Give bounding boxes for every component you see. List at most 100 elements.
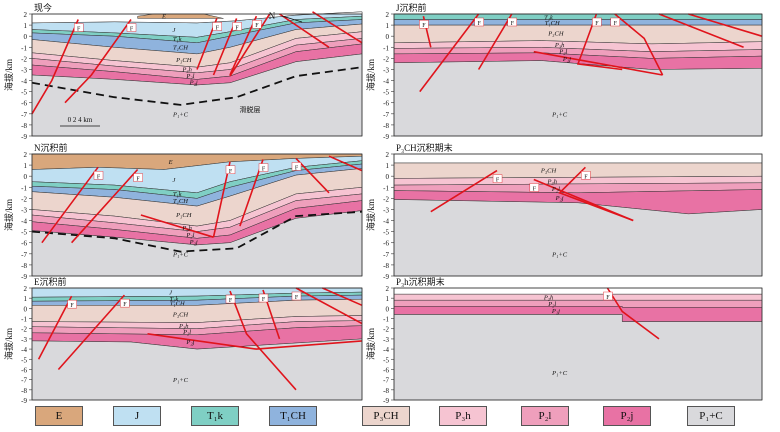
fault-label-box [474,17,484,27]
y-tick-label: -5 [383,89,389,97]
fault-label-box [603,291,613,301]
fault-line [57,294,125,371]
legend-item-label: P₂l [538,410,552,422]
y-tick-label: 2 [24,285,28,293]
fault-line [576,13,623,71]
fault-label-box [93,171,104,180]
fault-label: F [295,295,299,301]
fault-label-box [529,183,540,192]
y-tick-label: 2 [386,11,390,19]
y-tick-label: -5 [383,356,389,364]
fault-line [41,166,99,244]
y-tick-label: -5 [21,229,27,237]
fault-label-box [133,173,143,182]
panel-p6: F 2 1 0 -1 -2 -3 -4 -5 -6 -7 -8 -9 海拔/km P₃h沉积期末 P₃hP₂l… [365,276,763,405]
y-tick-label: -9 [21,397,27,405]
panel-title: J沉积前 [396,2,427,13]
north-arrow [281,15,303,23]
y-tick-label: 2 [386,151,390,159]
y-axis-label: 海拔/km [3,328,14,360]
y-tick-label: -2 [383,55,389,63]
sky [393,153,763,164]
fault-label-box [592,17,602,27]
panel-title: E沉积前 [34,276,67,287]
y-tick-label: -8 [21,387,27,395]
fault-label: F [77,27,81,33]
y-tick-label: -2 [383,195,389,203]
fault-line [658,13,744,49]
fault-label: F [262,297,266,303]
y-tick-label: -5 [383,229,389,237]
fault-label-box [252,20,262,29]
fault-line [71,168,139,244]
layer-label: P₁+C [172,251,189,258]
y-tick-label: 0 [24,305,28,313]
fault-line [533,50,663,76]
layer-label: T₁CH [545,20,560,27]
legend-item: P₃h [439,406,487,426]
y-tick-label: -1 [383,184,389,192]
panel-frame [31,153,363,277]
layer-label: P₃CH [172,311,189,318]
layer-label: P₂j [551,308,560,315]
fault-label: F [614,21,618,27]
fault-line [229,290,297,391]
fault-label: F [229,298,233,304]
fault-label: F [235,25,239,31]
fault-label-box [291,162,302,171]
layer-P₁+C [393,314,763,401]
fault-label: F [216,25,220,31]
y-tick-label: 1 [24,22,28,30]
y-tick-label: -3 [21,206,27,214]
panel-frame [31,287,363,401]
layer-label: J [169,290,173,297]
layer-label: P₂j [189,79,198,86]
y-tick-label: 2 [24,11,28,19]
layer-T₁k [393,13,763,20]
panel-frame [393,13,763,137]
fault-label-box [610,17,620,27]
fault-line [688,13,763,37]
fault-line [295,287,363,325]
fault-line [322,287,363,307]
y-tick-label: 1 [386,22,390,30]
fault-label: F [477,21,481,27]
panel-p3: F F F F F 2 1 0 -1 -2 -3 -4 -5 -6 -7 -8 -9 海拔/km N沉积前 E J T₁k… [3,142,363,281]
fault-line [419,13,480,93]
panel-frame [31,13,363,137]
fault-label-box [232,22,242,31]
y-tick-label: -1 [21,44,27,52]
layer-label: P₂j [555,195,564,202]
fault-line [533,178,634,222]
scale-bar-label: 0 2 4 km [68,116,93,124]
legend-item-label: P₃h [455,410,471,422]
y-tick-label: -4 [21,78,27,86]
fault-label: F [295,165,299,171]
layer-label: P₃h [181,225,191,232]
y-tick-label: 1 [386,162,390,170]
layer-label: T₁k [173,191,182,198]
layer-label: P₃CH [540,168,557,175]
layer-label: P₂j [185,339,194,346]
detachment-label: 滑脱层 [240,105,261,114]
y-tick-label: 0 [24,33,28,41]
fault-label-box [73,23,84,32]
layer-label: P₂l [185,232,194,239]
y-tick-label: -9 [383,273,389,281]
panel-p1: F F F F F 2 1 0 -1 -2 -3 -4 -5 -6 -7 -8 -9 海拔/km 现今 EJ T₁k T₁… [3,2,363,141]
y-tick-label: 1 [24,162,28,170]
legend-item-label: J [134,410,140,422]
y-tick-label: 2 [24,151,28,159]
y-tick-label: -2 [383,326,389,334]
y-tick-label: -8 [383,122,389,130]
y-tick-label: -8 [21,262,27,270]
y-tick-label: -4 [383,78,389,86]
fault-label: F [136,177,140,183]
layer-label: P₂l [547,301,556,308]
legend-item-label: P₃CH [373,410,399,422]
fault-line [140,214,214,238]
fault-label-box [581,171,591,180]
y-tick-label: -2 [21,195,27,203]
panel-frame [393,287,763,401]
panel-title: P₃h沉积期末 [396,276,445,287]
